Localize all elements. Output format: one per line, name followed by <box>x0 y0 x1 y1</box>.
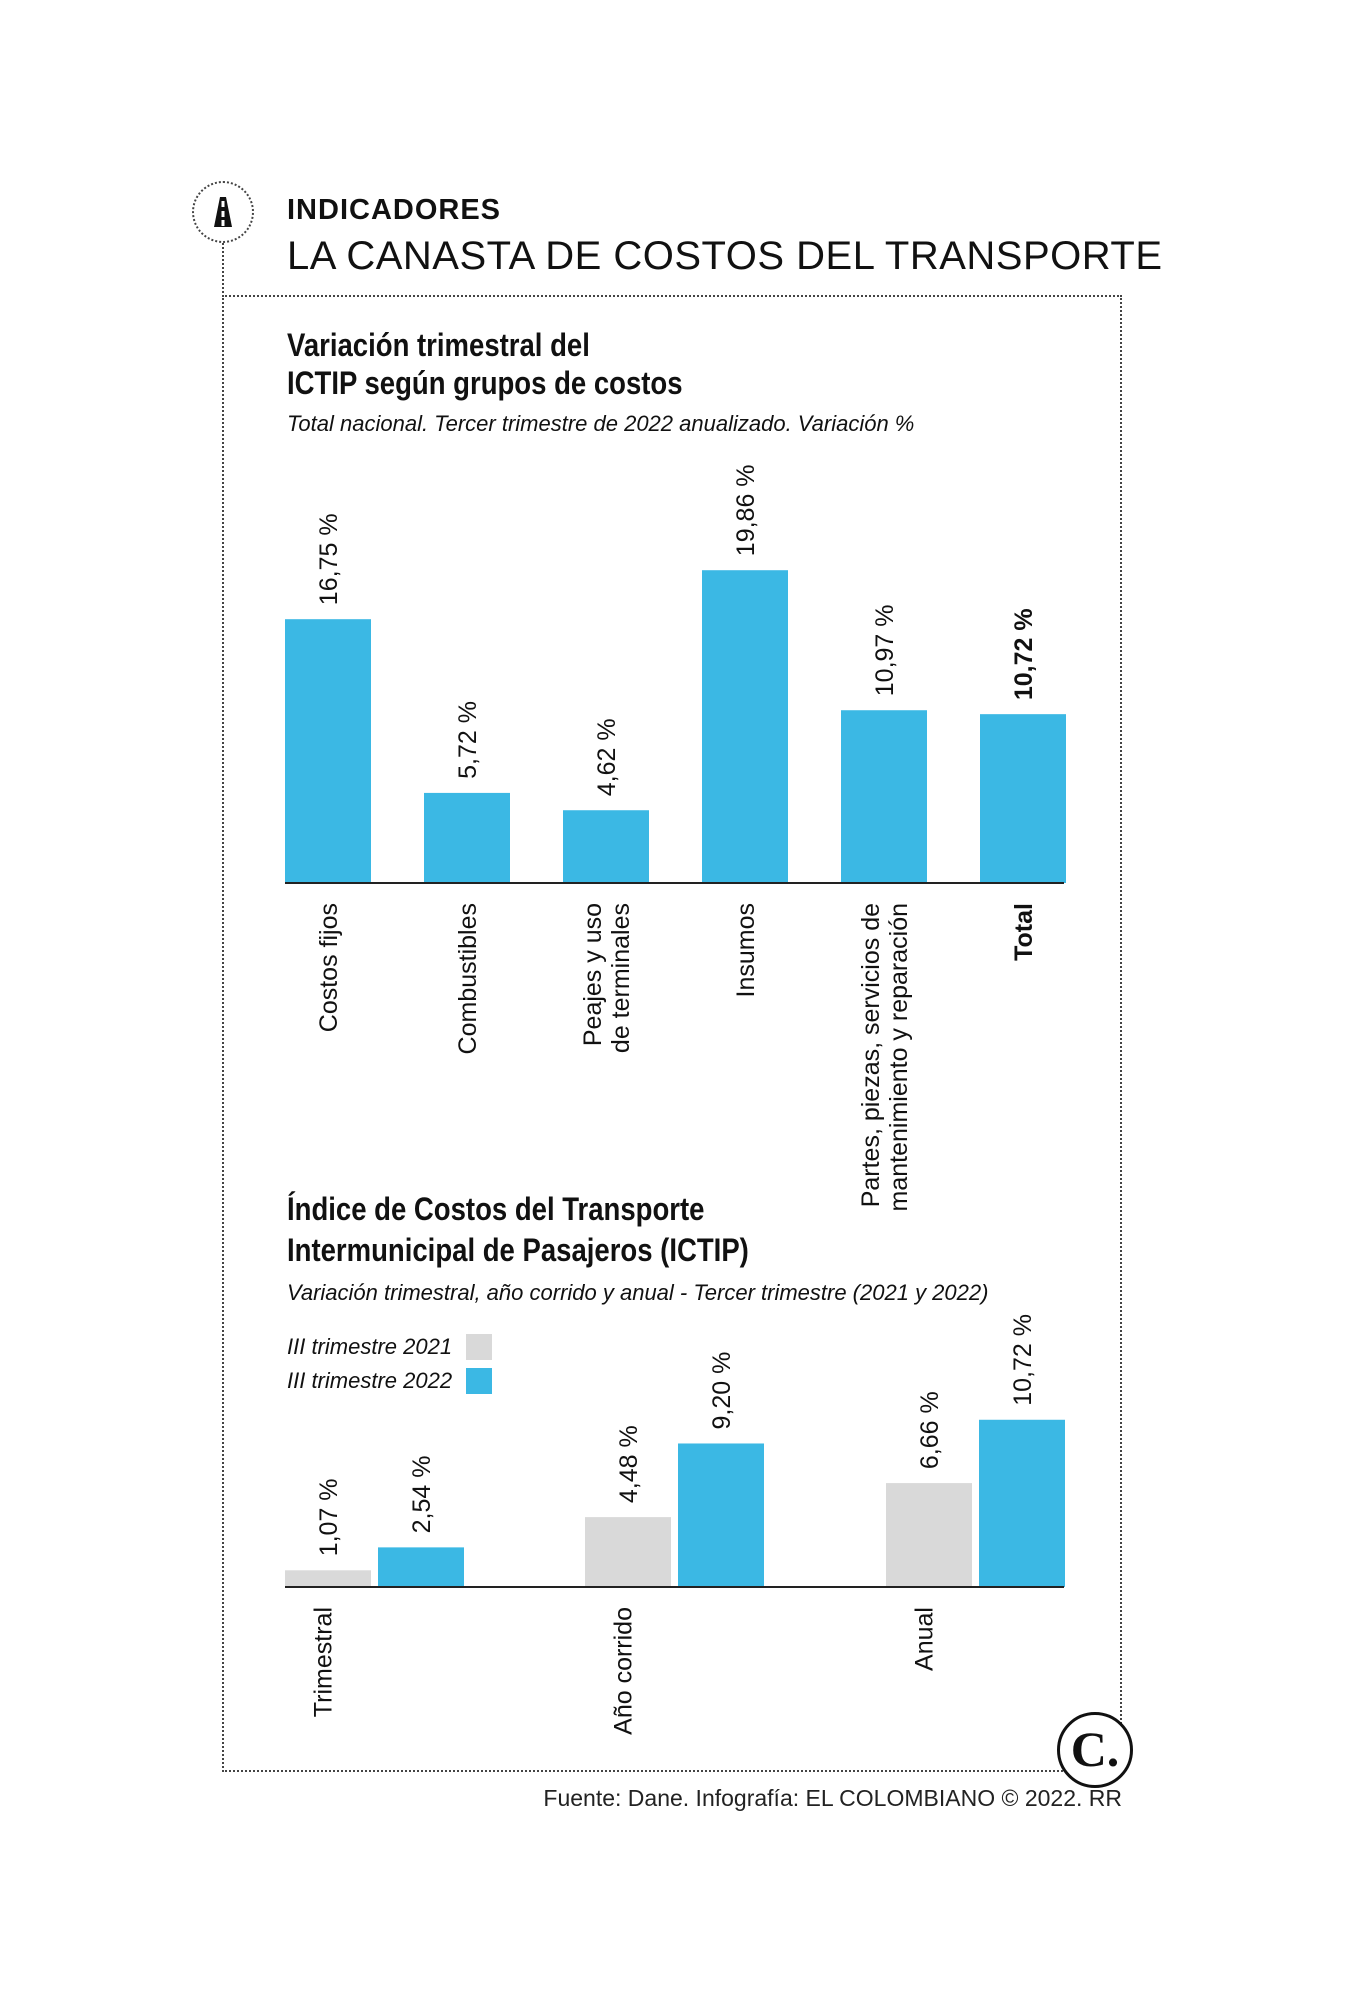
chart1-data-label: 4,62 % <box>593 718 621 796</box>
chart2-subtitle: Variación trimestral, año corrido y anua… <box>287 1280 989 1305</box>
chart2-bar <box>585 1517 671 1587</box>
chart2-data-label: 4,48 % <box>615 1425 643 1503</box>
section-kicker: INDICADORES <box>287 194 502 226</box>
chart2-data-label: 9,20 % <box>708 1352 736 1430</box>
chart1-title-line2: ICTIP según grupos de costos <box>287 365 683 401</box>
page-headline: LA CANASTA DE COSTOS DEL TRANSPORTE <box>287 234 1163 278</box>
chart1-category-label: Total <box>1010 903 1038 961</box>
indicator-logo-icon <box>192 181 254 243</box>
chart1-bar <box>563 810 649 883</box>
brand-logo: C. <box>1057 1712 1133 1788</box>
chart2-data-label: 1,07 % <box>315 1478 343 1556</box>
chart1-category-label: mantenimiento y reparación <box>885 903 913 1212</box>
chart2-svg: 1,07 % 2,54 % Trimestral 4,48 % 9,20 % Año co… <box>285 1314 1065 1735</box>
legend-swatch-2022 <box>466 1368 492 1394</box>
legend-label-2021: III trimestre 2021 <box>287 1334 453 1359</box>
chart1-data-label: 19,86 % <box>732 464 760 556</box>
chart1-subtitle: Total nacional. Tercer trimestre de 2022… <box>287 411 915 436</box>
chart2-category-label: Anual <box>911 1607 939 1671</box>
chart1-category-label: Insumos <box>732 903 760 997</box>
chart2-title-line2: Intermunicipal de Pasajeros (ICTIP) <box>287 1232 749 1268</box>
chart2-data-label: 10,72 % <box>1009 1314 1037 1406</box>
chart1-bar <box>702 570 788 883</box>
chart2-title-line1: Índice de Costos del Transporte <box>287 1191 705 1227</box>
source-footer: Fuente: Dane. Infografía: EL COLOMBIANO … <box>543 1785 1122 1811</box>
chart1-bar <box>980 714 1066 883</box>
chart1-bar <box>841 710 927 883</box>
chart2-category-label: Año corrido <box>610 1607 638 1735</box>
chart2-category-label: Trimestral <box>310 1607 338 1717</box>
road-icon <box>214 197 232 227</box>
chart1-category-label: Partes, piezas, servicios de <box>857 903 885 1207</box>
chart1-bar <box>285 619 371 883</box>
chart1-data-label: 5,72 % <box>454 701 482 779</box>
chart1-data-label: 10,97 % <box>871 604 899 696</box>
chart2-bar <box>886 1483 972 1587</box>
chart1-category-label: Peajes y uso <box>579 903 607 1046</box>
chart1-data-label: 10,72 % <box>1010 608 1038 700</box>
chart2-data-label: 2,54 % <box>408 1456 436 1534</box>
legend-swatch-2021 <box>466 1334 492 1360</box>
chart2-data-label: 6,66 % <box>916 1391 944 1469</box>
chart1-category-label: Combustibles <box>454 903 482 1054</box>
chart2-bar <box>678 1443 764 1587</box>
chart2-bar <box>285 1570 371 1587</box>
legend-label-2022: III trimestre 2022 <box>287 1368 453 1393</box>
chart2-bar <box>378 1547 464 1587</box>
chart1-category-label: de terminales <box>607 903 635 1053</box>
chart1-title-line1: Variación trimestral del <box>287 327 590 363</box>
chart2-bar <box>979 1419 1065 1587</box>
logo-connector <box>222 243 224 297</box>
chart1-category-label: Costos fijos <box>315 903 343 1032</box>
chart1-data-label: 16,75 % <box>315 513 343 605</box>
chart1-bar <box>424 792 510 883</box>
chart1-svg: 16,75 % Costos fijos 5,72 % Combustibles 4,6… <box>285 464 1066 1212</box>
infographic-frame <box>222 295 1122 1772</box>
